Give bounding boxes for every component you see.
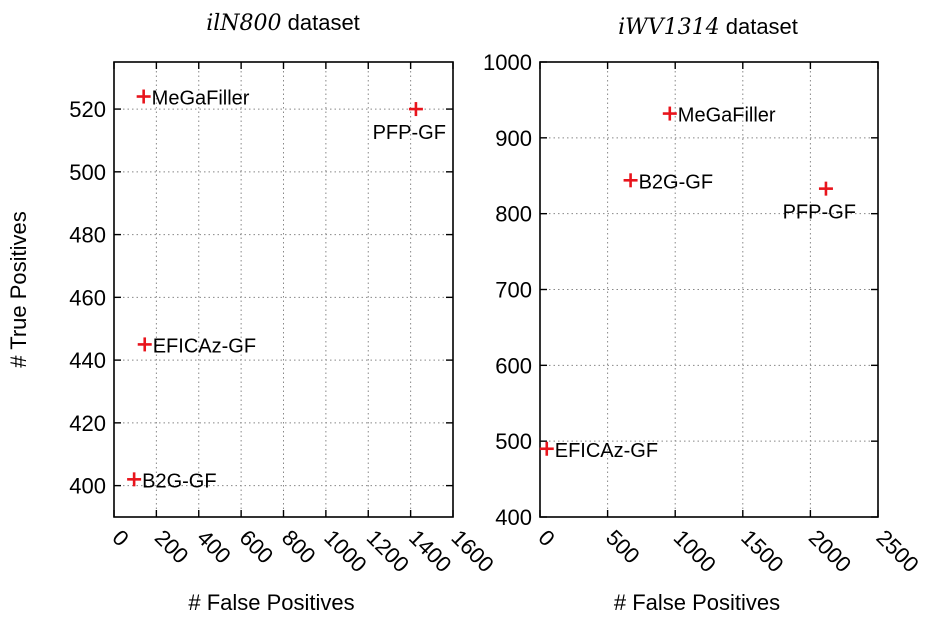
chart-title-dataset-name: ilN800 <box>206 11 281 36</box>
data-point-marker <box>623 173 638 188</box>
x-tick-label: 1600 <box>446 525 498 577</box>
y-tick-label: 900 <box>495 126 532 151</box>
x-tick-label: 400 <box>192 525 236 569</box>
data-point-label: PFP-GF <box>373 122 446 144</box>
x-tick-label: 2000 <box>804 525 856 577</box>
y-tick-label: 480 <box>69 223 106 248</box>
data-point-marker <box>127 472 142 487</box>
y-tick-label: 460 <box>69 285 106 310</box>
data-point-marker <box>818 181 833 196</box>
y-tick-label: 420 <box>69 411 106 436</box>
y-tick-label: 1000 <box>483 50 532 75</box>
chart-title-suffix: dataset <box>282 10 360 35</box>
y-tick-label: 700 <box>495 278 532 303</box>
x-tick-label: 1000 <box>669 525 721 577</box>
data-point-label: EFICAz-GF <box>555 440 658 462</box>
x-tick-label: 600 <box>235 525 279 569</box>
y-tick-label: 500 <box>69 160 106 185</box>
x-tick-label: 1400 <box>404 525 456 577</box>
chart-title-dataset-name: iWV1314 <box>618 15 720 40</box>
y-tick-label: 440 <box>69 348 106 373</box>
x-tick-label: 0 <box>533 525 559 551</box>
chart-title: ilN800 dataset <box>206 10 360 36</box>
x-tick-label: 1500 <box>736 525 788 577</box>
y-tick-label: 400 <box>495 505 532 530</box>
y-axis-label: # True Positives <box>6 211 31 368</box>
data-point-marker <box>662 106 677 121</box>
data-point-marker <box>539 441 554 456</box>
y-tick-label: 400 <box>69 474 106 499</box>
data-point-label: B2G-GF <box>639 171 713 193</box>
chart-panel-2: 400 500 600 700 800 900 1000 0 500 1000 1500 2000 25… <box>483 14 924 615</box>
x-axis-label: # False Positives <box>188 590 354 615</box>
data-point-marker <box>136 89 151 104</box>
data-point-marker <box>137 337 152 352</box>
x-tick-label: 1200 <box>362 525 414 577</box>
x-tick-label: 800 <box>277 525 321 569</box>
chart-title-suffix: dataset <box>720 14 798 39</box>
data-point-label: MeGaFiller <box>152 88 250 110</box>
y-tick-label: 520 <box>69 97 106 122</box>
x-tick-label: 500 <box>601 525 645 569</box>
x-axis-label: # False Positives <box>614 590 780 615</box>
data-point-label: PFP-GF <box>783 202 856 224</box>
x-tick-label: 2500 <box>871 525 923 577</box>
chart-title: iWV1314 dataset <box>618 14 798 40</box>
y-tick-label: 600 <box>495 353 532 378</box>
data-point-label: B2G-GF <box>142 470 216 492</box>
x-tick-label: 1000 <box>319 525 371 577</box>
y-tick-label: 800 <box>495 202 532 227</box>
data-point-label: EFICAz-GF <box>153 335 256 357</box>
x-tick-label: 0 <box>107 525 133 551</box>
x-tick-label: 200 <box>150 525 194 569</box>
data-point-label: MeGaFiller <box>678 105 776 127</box>
data-point-marker <box>408 102 423 117</box>
y-tick-label: 500 <box>495 429 532 454</box>
